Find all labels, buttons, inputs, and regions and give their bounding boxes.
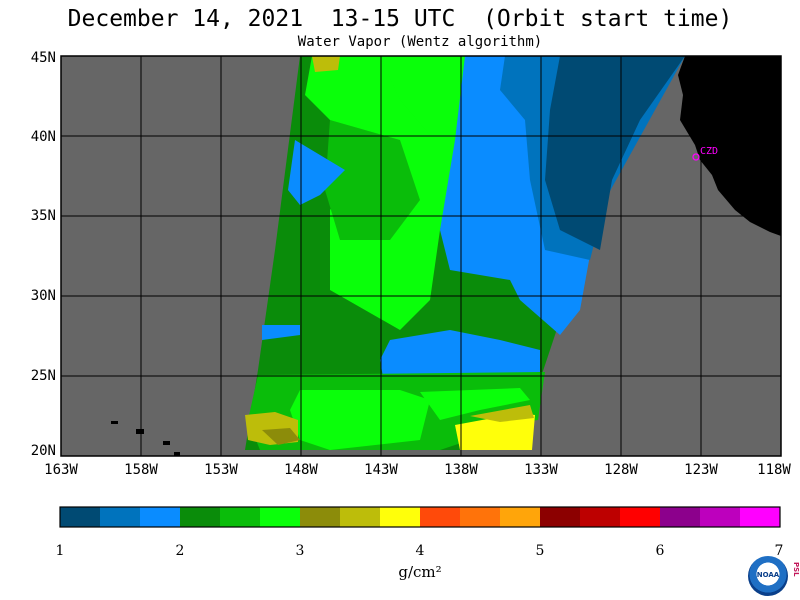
lon-label-128w: 128W (604, 462, 638, 478)
map-subtitle: Water Vapor (Wentz algorithm) (297, 34, 543, 50)
colorbar-tick-7: 7 (774, 543, 784, 559)
colorbar (60, 507, 781, 527)
land-mass (678, 56, 781, 236)
lon-label-118w: 118W (757, 462, 791, 478)
colorbar-swatch (140, 507, 181, 527)
lat-label-30n: 30N (30, 288, 56, 304)
lat-label-35n: 35N (30, 208, 56, 224)
colorbar-swatch (100, 507, 141, 527)
water-vapor-swath (245, 56, 685, 450)
colorbar-tick-2: 2 (175, 543, 185, 559)
lon-label-123w: 123W (684, 462, 718, 478)
colorbar-swatch (300, 507, 341, 527)
colorbar-swatch (60, 507, 101, 527)
lat-label-25n: 25N (30, 368, 56, 384)
noaa-logo-icon: NOAA (748, 556, 788, 596)
lat-label-40n: 40N (30, 129, 56, 145)
colorbar-units: g/cm² (398, 563, 442, 581)
colorbar-swatch (620, 507, 661, 527)
colorbar-tick-1: 1 (55, 543, 65, 559)
lon-label-133w: 133W (524, 462, 558, 478)
colorbar-swatch (340, 507, 381, 527)
colorbar-swatch (740, 507, 781, 527)
psl-text: PSL (792, 562, 800, 577)
lon-label-143w: 143W (364, 462, 398, 478)
colorbar-swatch (540, 507, 581, 527)
colorbar-swatch (500, 507, 541, 527)
colorbar-swatch (700, 507, 741, 527)
colorbar-tick-4: 4 (415, 543, 425, 559)
colorbar-swatch (180, 507, 221, 527)
colorbar-swatch (660, 507, 701, 527)
noaa-logo-text: NOAA (756, 571, 780, 579)
map-frame (60, 55, 782, 457)
lon-label-153w: 153W (204, 462, 238, 478)
colorbar-swatch (580, 507, 621, 527)
station-marker-icon (692, 153, 700, 161)
colorbar-swatch (220, 507, 261, 527)
hawaii-islands (111, 421, 180, 456)
map-title: December 14, 2021 13-15 UTC (Orbit start… (67, 6, 733, 32)
lon-label-158w: 158W (124, 462, 158, 478)
colorbar-tick-5: 5 (535, 543, 545, 559)
lon-label-138w: 138W (444, 462, 478, 478)
colorbar-tick-6: 6 (655, 543, 665, 559)
lon-label-163w: 163W (44, 462, 78, 478)
colorbar-swatch (460, 507, 501, 527)
lat-lon-grid (61, 56, 781, 456)
colorbar-swatch (260, 507, 301, 527)
colorbar-tick-3: 3 (295, 543, 305, 559)
lat-label-45n: 45N (30, 50, 56, 66)
station-label: CZD (700, 146, 719, 157)
colorbar-swatch (420, 507, 461, 527)
colorbar-frame (59, 506, 781, 528)
lat-label-20n: 20N (30, 443, 56, 459)
psl-logo-text: PSL (792, 562, 800, 579)
lon-label-148w: 148W (284, 462, 318, 478)
colorbar-swatch (380, 507, 421, 527)
